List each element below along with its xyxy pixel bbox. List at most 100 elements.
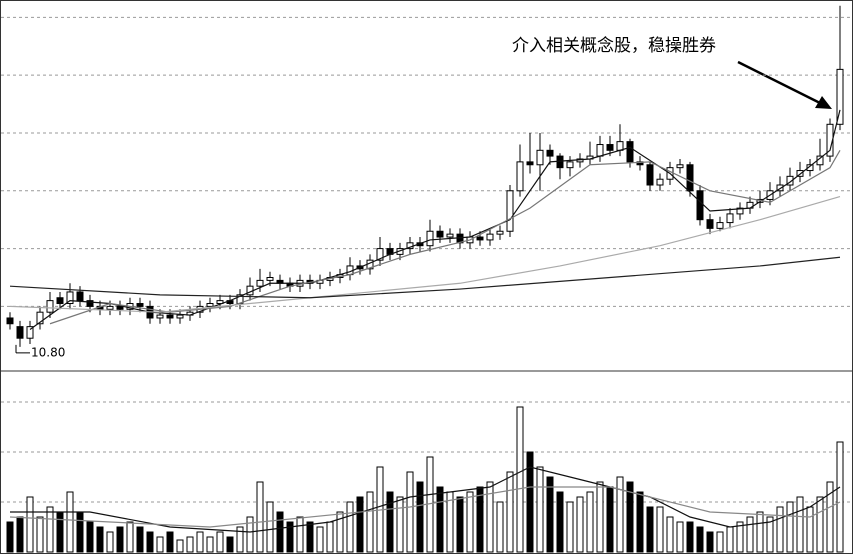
volume-bar	[556, 491, 564, 553]
candle-body	[726, 213, 734, 224]
candle-body	[16, 326, 24, 339]
candle-body	[776, 184, 784, 192]
low-label: 10.80	[31, 345, 65, 359]
volume-bar	[276, 511, 284, 553]
volume-bar	[826, 481, 834, 553]
volume-bar	[326, 521, 334, 553]
volume-bar	[56, 511, 64, 553]
candle-body	[376, 248, 384, 261]
candle-body	[496, 230, 504, 235]
annotation: 介入相关概念股，稳操胜券	[512, 35, 716, 56]
volume-bar	[566, 501, 574, 553]
candle-body	[206, 303, 214, 307]
volume-bar	[86, 521, 94, 553]
candle-body	[836, 68, 844, 125]
volume-bar	[656, 506, 664, 553]
volume-bar	[686, 521, 694, 553]
arrow-head	[815, 96, 832, 109]
volume-bar	[316, 526, 324, 553]
volume-bar	[736, 521, 744, 553]
volume-bar	[606, 486, 614, 553]
volume-bar	[246, 516, 254, 553]
volume-moving-average	[9, 486, 841, 528]
annotation-arrow	[737, 60, 832, 109]
candle-body	[736, 207, 744, 215]
volume-bar	[546, 476, 554, 553]
candle-body	[536, 149, 544, 166]
volume-moving-average	[10, 466, 841, 533]
volume-bar	[636, 491, 644, 553]
volume-bar	[336, 511, 344, 553]
volume-bar	[706, 531, 714, 553]
candle-body	[686, 164, 694, 192]
candle-body	[76, 291, 84, 302]
volume-bar	[596, 481, 604, 553]
candle-body	[66, 291, 74, 305]
candle-body	[596, 144, 604, 157]
candle-body	[546, 149, 554, 157]
volume-bar	[16, 516, 24, 553]
volume-bar	[416, 481, 424, 553]
candle-body	[476, 236, 484, 241]
candle-body	[806, 164, 814, 172]
volume-bar	[776, 506, 784, 553]
volume-bar	[796, 496, 804, 553]
candle-body	[616, 141, 624, 151]
volume-bar	[806, 506, 814, 553]
volume-bar	[366, 491, 374, 553]
candle-body	[506, 190, 514, 232]
volume-bar	[116, 526, 124, 553]
moving-average	[49, 150, 841, 325]
candle-body	[36, 311, 44, 325]
volume-bar	[306, 521, 314, 553]
volume-bar	[726, 526, 734, 553]
volume-bar	[106, 531, 114, 553]
volume-bar	[346, 501, 354, 553]
volume-bar	[696, 526, 704, 553]
volume-bar	[36, 516, 44, 553]
volume-bar	[506, 471, 514, 553]
volume-bar	[136, 526, 144, 553]
volume-bar	[296, 516, 304, 553]
volume-bar	[666, 516, 674, 553]
volume-bar	[486, 481, 494, 553]
candle-body	[26, 326, 34, 339]
candle-body	[626, 141, 634, 163]
candle-body	[86, 300, 94, 307]
candle-body	[56, 297, 64, 305]
volume-bar	[186, 536, 194, 553]
volume-bar	[466, 491, 474, 553]
volume-bar	[646, 506, 654, 553]
candle-body	[156, 314, 164, 319]
volume-bar	[406, 471, 414, 553]
volume-bar	[6, 521, 14, 553]
volume-bar	[816, 496, 824, 553]
volume-bar	[496, 501, 504, 553]
volume-bar	[386, 491, 394, 553]
volume-bar	[166, 531, 174, 553]
volume-bar	[46, 506, 54, 553]
volume-bar	[196, 531, 204, 553]
volume-bar	[456, 496, 464, 553]
volume-bar	[586, 491, 594, 553]
volume-bar	[516, 406, 524, 553]
candle-body	[256, 279, 264, 287]
volume-bar	[526, 451, 534, 553]
volume-bar	[156, 536, 164, 553]
volume-bar	[756, 511, 764, 553]
candle-body	[166, 314, 174, 319]
candle-body	[696, 190, 704, 221]
candle-body	[116, 305, 124, 310]
volume-bar	[436, 486, 444, 553]
volume-bar	[616, 476, 624, 553]
volume-bar	[176, 539, 184, 553]
moving-average	[9, 256, 841, 299]
candle-body	[706, 219, 714, 229]
volume-bar	[216, 531, 224, 553]
candle-body	[266, 277, 274, 281]
volume-bar	[746, 516, 754, 553]
candle-body	[6, 317, 14, 325]
volume-bar	[146, 531, 154, 553]
volume-bar	[356, 496, 364, 553]
volume-bar	[126, 521, 134, 553]
